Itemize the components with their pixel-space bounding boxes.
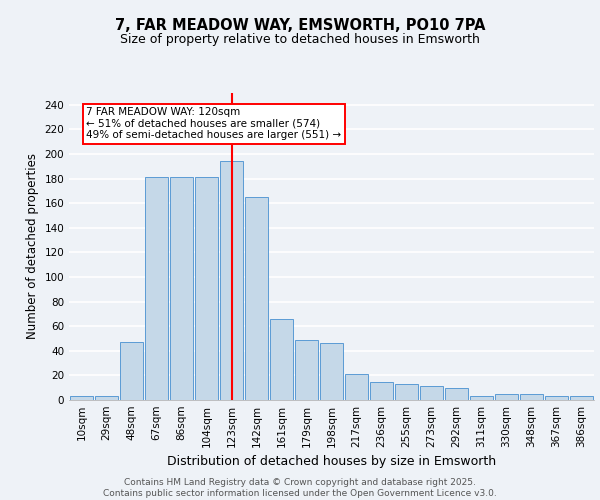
Bar <box>70 396 93 400</box>
Text: Size of property relative to detached houses in Emsworth: Size of property relative to detached ho… <box>120 32 480 46</box>
Bar <box>445 388 468 400</box>
Bar <box>220 162 243 400</box>
Bar <box>570 396 593 400</box>
Bar <box>95 396 118 400</box>
Bar <box>170 178 193 400</box>
Bar <box>420 386 443 400</box>
Text: 7 FAR MEADOW WAY: 120sqm
← 51% of detached houses are smaller (574)
49% of semi-: 7 FAR MEADOW WAY: 120sqm ← 51% of detach… <box>86 108 341 140</box>
Bar <box>495 394 518 400</box>
Bar <box>195 178 218 400</box>
Bar <box>145 178 168 400</box>
Y-axis label: Number of detached properties: Number of detached properties <box>26 153 39 339</box>
Text: 7, FAR MEADOW WAY, EMSWORTH, PO10 7PA: 7, FAR MEADOW WAY, EMSWORTH, PO10 7PA <box>115 18 485 32</box>
Bar <box>370 382 393 400</box>
Bar <box>295 340 318 400</box>
Bar <box>395 384 418 400</box>
X-axis label: Distribution of detached houses by size in Emsworth: Distribution of detached houses by size … <box>167 456 496 468</box>
Bar <box>120 342 143 400</box>
Text: Contains HM Land Registry data © Crown copyright and database right 2025.
Contai: Contains HM Land Registry data © Crown c… <box>103 478 497 498</box>
Bar <box>470 396 493 400</box>
Bar <box>520 394 543 400</box>
Bar <box>245 197 268 400</box>
Bar <box>345 374 368 400</box>
Bar <box>270 319 293 400</box>
Bar <box>545 396 568 400</box>
Bar <box>320 344 343 400</box>
